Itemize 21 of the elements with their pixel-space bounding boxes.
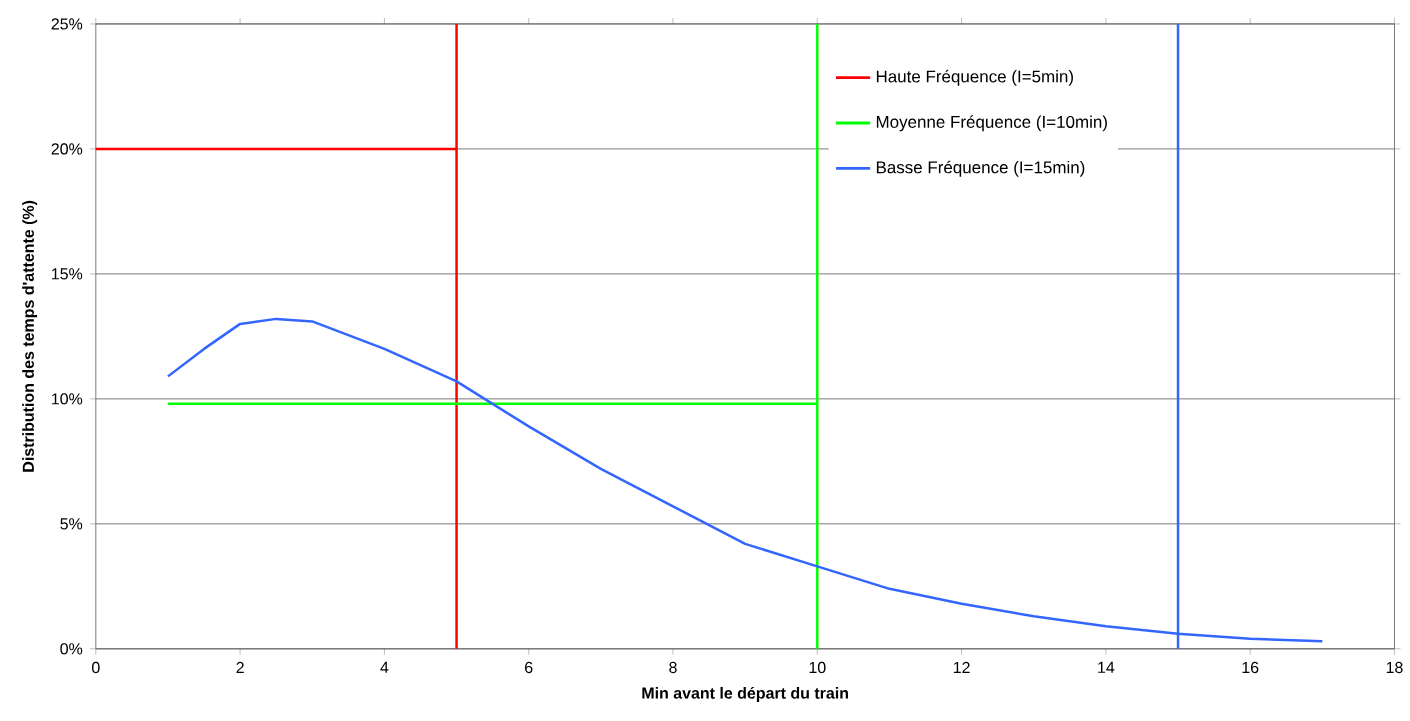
legend-label: Haute Fréquence (I=5min) (876, 69, 1073, 86)
legend-label: Moyenne Fréquence (I=10min) (876, 115, 1107, 132)
x-tick-label: 14 (1098, 662, 1115, 674)
y-tick-label: 15% (52, 268, 83, 280)
x-tick-label: 12 (953, 662, 970, 674)
y-tick-label: 10% (52, 393, 83, 405)
legend-label: Basse Fréquence (I=15min) (876, 160, 1085, 177)
y-axis-title: Distribution des temps d'attente (%) (22, 201, 38, 472)
x-tick-label: 0 (92, 662, 100, 674)
x-tick-label: 2 (236, 662, 244, 674)
x-tick-label: 18 (1386, 662, 1403, 674)
y-tick-label: 0% (60, 643, 83, 655)
x-axis-title: Min avant le départ du train (642, 687, 848, 703)
y-tick-label: 5% (60, 518, 83, 530)
x-tick-label: 10 (809, 662, 826, 674)
y-tick-label: 25% (51, 18, 83, 30)
y-tick-label: 20% (51, 143, 83, 155)
x-tick-label: 16 (1242, 662, 1259, 674)
x-tick-label: 4 (380, 662, 389, 674)
x-tick-label: 8 (669, 662, 677, 674)
x-tick-label: 6 (525, 662, 533, 674)
